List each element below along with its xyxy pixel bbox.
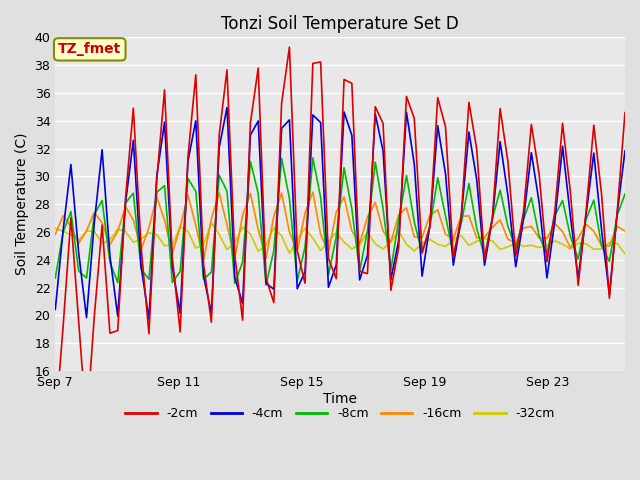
Text: TZ_fmet: TZ_fmet [58, 42, 122, 56]
Legend: -2cm, -4cm, -8cm, -16cm, -32cm: -2cm, -4cm, -8cm, -16cm, -32cm [120, 402, 560, 425]
Title: Tonzi Soil Temperature Set D: Tonzi Soil Temperature Set D [221, 15, 459, 33]
X-axis label: Time: Time [323, 392, 357, 406]
Y-axis label: Soil Temperature (C): Soil Temperature (C) [15, 133, 29, 276]
